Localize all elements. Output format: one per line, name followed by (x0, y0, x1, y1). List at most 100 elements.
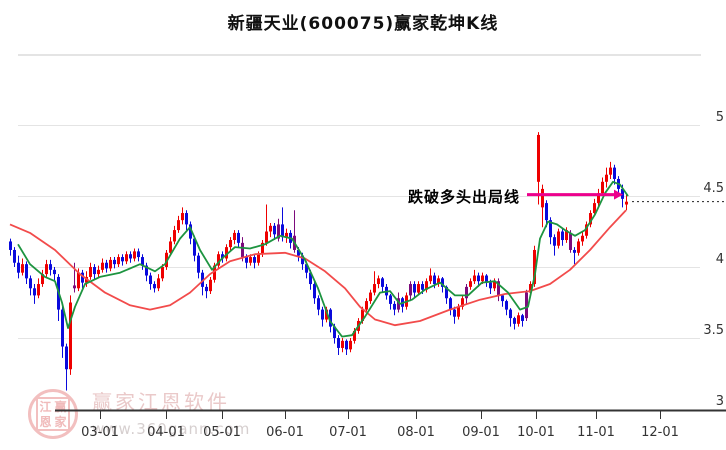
candle-body (421, 284, 424, 290)
candle-body (369, 292, 372, 302)
candle-body (17, 262, 20, 273)
exit-line-annotation-label: 跌破多头出局线 (407, 188, 520, 206)
candle-body (573, 249, 576, 253)
candle-body (325, 309, 328, 320)
candle-body (245, 257, 248, 263)
candle-body (133, 251, 136, 259)
candle-body (233, 232, 236, 241)
candle-body (229, 240, 232, 248)
candle-body (197, 255, 200, 273)
candle-body (273, 225, 276, 235)
candle-body (433, 275, 436, 285)
candle-body (597, 193, 600, 204)
y-axis-label: 3.5 (703, 323, 724, 338)
candle-body (521, 315, 524, 321)
candle-body (313, 284, 316, 299)
candle-body (581, 235, 584, 242)
candle-body (281, 224, 284, 238)
candle-body (81, 272, 84, 283)
candle-body (105, 262, 108, 269)
candle-body (345, 340, 348, 350)
candle-body (489, 282, 492, 289)
candle-body (561, 231, 564, 241)
candle-body (537, 134, 540, 182)
candle-body (453, 309, 456, 317)
candle-body (425, 281, 428, 290)
candle-body (93, 267, 96, 275)
candle-body (185, 213, 188, 225)
x-axis-label: 04-01 (147, 425, 185, 440)
ma-long-red-line (9, 209, 627, 327)
candle-body (205, 286, 208, 292)
candle-body (485, 275, 488, 283)
candle-body (609, 167, 612, 175)
candle-body (269, 225, 272, 232)
candle-body (529, 284, 532, 293)
candle-body (9, 241, 12, 250)
candle-body (473, 275, 476, 282)
candle-body (265, 231, 268, 243)
candle-body (89, 267, 92, 277)
candle-body (153, 284, 156, 289)
candle-body (237, 232, 240, 243)
candle-body (61, 309, 64, 347)
candle-body (497, 281, 500, 296)
candle-body (457, 306, 460, 317)
candle-body (101, 262, 104, 270)
candle-body (309, 272, 312, 285)
candle-body (449, 298, 452, 310)
seal-char: 江 (39, 399, 52, 414)
candle-body (545, 203, 548, 221)
axis-layer: 5 4.5 4 3.5 3 03-01 04-01 05-01 06-01 07-01 08-01 0… (55, 110, 726, 440)
y-axis-label: 4 (716, 252, 724, 267)
candle-body (549, 220, 552, 238)
candle-body (533, 249, 536, 285)
x-axis-label: 07-01 (329, 425, 367, 440)
candle-body (465, 286, 468, 299)
ma-layer (9, 180, 629, 338)
annotation-layer (527, 189, 724, 203)
seal-char: 家 (54, 414, 67, 429)
candle-body (241, 242, 244, 258)
candle-body (173, 230, 176, 242)
candle-body (169, 241, 172, 253)
candle-body (373, 284, 376, 293)
candle-body (33, 288, 36, 296)
candle-body (261, 242, 264, 255)
candle-body (417, 284, 420, 293)
candle-body (117, 257, 120, 265)
x-axis-label: 03-01 (81, 425, 119, 440)
candle-body (505, 301, 508, 310)
seal-char: 恩 (39, 414, 52, 429)
candle-body (413, 284, 416, 293)
candle-body (477, 275, 480, 282)
candle-body (501, 295, 504, 302)
candle-body (341, 340, 344, 348)
candle-body (361, 309, 364, 321)
candle-body (73, 285, 76, 289)
y-axis-label: 3 (716, 394, 724, 409)
candle-body (109, 259, 112, 269)
candle-body (585, 224, 588, 236)
candle-body (437, 278, 440, 285)
candle-body (605, 174, 608, 182)
candle-body (277, 224, 280, 239)
candle-body (553, 237, 556, 246)
candle-body (285, 232, 288, 238)
candle-body (317, 298, 320, 310)
candle-body (149, 275, 152, 285)
watermark-seal-logo: 江赢恩家 (28, 389, 78, 439)
candle-body (541, 188, 544, 208)
candle-body (181, 213, 184, 221)
ma-short-green-line (17, 180, 629, 338)
candle-body (125, 254, 128, 262)
candle-body (525, 292, 528, 319)
candle-body (45, 264, 48, 275)
candle-body (337, 338, 340, 348)
candle-body (301, 255, 304, 265)
candle-body (409, 284, 412, 296)
candle-body (193, 238, 196, 256)
candle-body (37, 284, 40, 296)
